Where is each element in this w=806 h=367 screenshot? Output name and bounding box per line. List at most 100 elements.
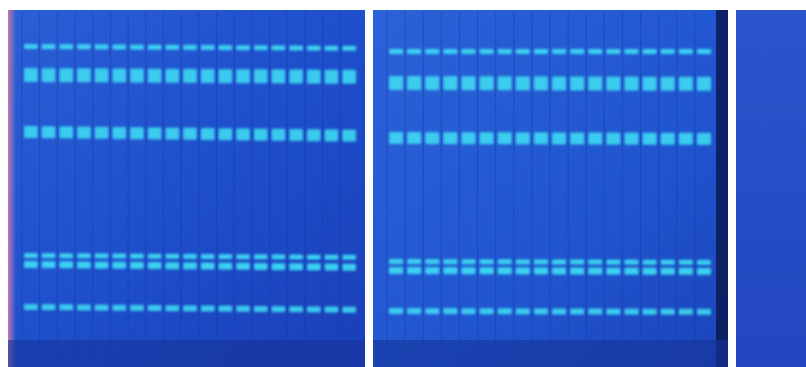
band (425, 132, 440, 145)
band (183, 253, 197, 259)
band (289, 129, 303, 141)
gel-panel-left (8, 10, 365, 367)
band (289, 69, 303, 84)
band (324, 263, 339, 271)
band (253, 262, 268, 270)
band (271, 263, 286, 271)
gel-panel-right (736, 10, 806, 367)
band (533, 308, 548, 315)
band (407, 132, 422, 145)
band (41, 68, 56, 83)
band (306, 254, 321, 260)
band (112, 261, 127, 269)
band (407, 267, 422, 275)
band (606, 132, 621, 145)
band (200, 262, 215, 270)
band (306, 263, 321, 271)
band (533, 267, 548, 275)
band (342, 45, 356, 51)
band (130, 44, 144, 50)
band (112, 44, 127, 50)
band (678, 308, 693, 315)
band (342, 254, 356, 260)
band (218, 45, 233, 51)
band (77, 126, 91, 139)
band (461, 49, 476, 54)
band (479, 49, 494, 54)
band (253, 305, 268, 312)
band (200, 305, 215, 312)
band (306, 69, 321, 84)
band (552, 308, 567, 315)
band (533, 259, 548, 265)
band (77, 68, 91, 83)
band (218, 128, 233, 141)
band (624, 267, 639, 275)
band (443, 76, 458, 91)
band (342, 69, 356, 84)
band (200, 69, 215, 83)
band (59, 126, 74, 139)
band (24, 304, 38, 310)
band (678, 76, 693, 91)
band (200, 45, 215, 50)
band (94, 68, 109, 83)
band (624, 259, 639, 265)
band (147, 305, 162, 312)
band (324, 306, 339, 313)
band (696, 259, 711, 265)
band (183, 305, 197, 312)
band (130, 253, 144, 259)
band (497, 49, 512, 54)
band (24, 253, 38, 258)
band (77, 261, 91, 269)
gel-shadow (8, 340, 365, 367)
band (552, 76, 567, 91)
band (606, 308, 621, 315)
band (200, 128, 215, 140)
band (289, 254, 303, 260)
band (59, 304, 74, 311)
band (165, 253, 180, 259)
band (324, 129, 339, 142)
band (41, 304, 56, 311)
gel-dark-edge (716, 10, 728, 367)
band (389, 132, 404, 144)
band-group (24, 44, 711, 315)
band (407, 76, 422, 91)
band (533, 76, 548, 91)
band (289, 263, 303, 271)
band (425, 76, 440, 91)
band (271, 254, 286, 260)
band (606, 76, 621, 91)
band (479, 259, 494, 265)
band (425, 267, 440, 275)
band (253, 45, 268, 51)
band (479, 76, 494, 91)
band (41, 126, 56, 139)
band (41, 253, 56, 259)
band (130, 68, 144, 83)
band (59, 261, 74, 269)
band (678, 259, 693, 265)
band (443, 49, 458, 54)
band (443, 308, 458, 315)
band (306, 129, 321, 142)
band (407, 308, 422, 315)
band (218, 254, 233, 260)
band (271, 45, 286, 51)
band (570, 132, 585, 145)
band (696, 308, 711, 315)
band (59, 44, 74, 50)
band (588, 76, 603, 91)
band (306, 306, 321, 313)
band (515, 49, 530, 54)
band (479, 308, 494, 315)
band (479, 267, 494, 275)
band (389, 49, 404, 54)
band (183, 127, 197, 140)
band (660, 132, 675, 145)
band (570, 308, 585, 315)
band (461, 259, 476, 265)
band (497, 76, 512, 91)
